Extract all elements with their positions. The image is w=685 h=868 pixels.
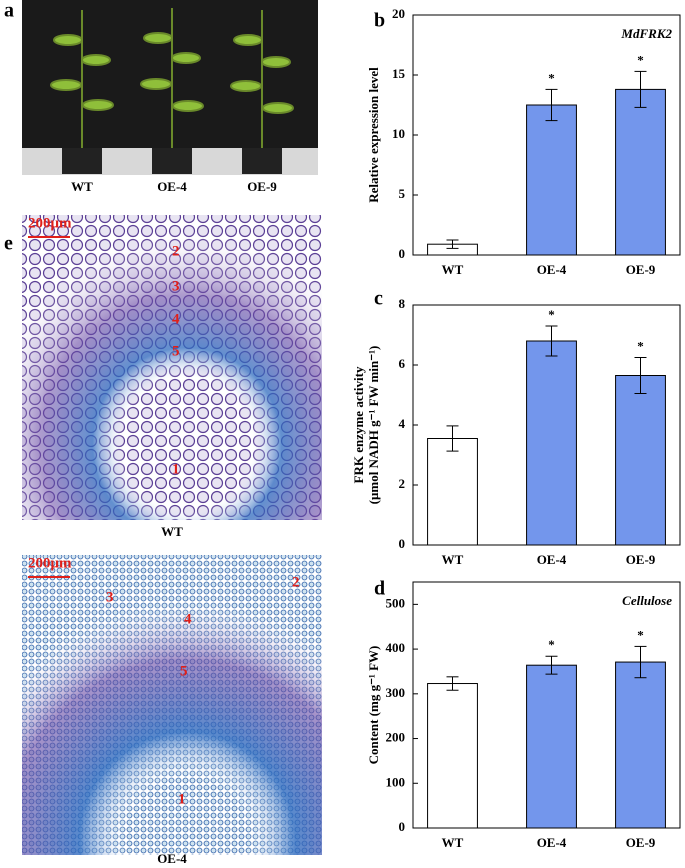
panel-label: e [4,233,13,255]
significance-mark: * [637,52,644,67]
y-axis-label: FRK enzyme activity [351,366,366,483]
tissue-label: 4 [172,311,180,327]
x-tick-label: OE-4 [537,835,567,850]
panel-label: b [374,10,385,32]
significance-mark: * [637,627,644,642]
tissue-label: 3 [106,589,114,605]
x-tick-label: OE-4 [537,262,567,277]
scale-label: 200μm [28,555,72,571]
x-tick-label: OE-9 [626,262,656,277]
y-tick-label: 15 [392,66,406,81]
x-tick-label: WT [442,835,464,850]
bar [615,88,666,256]
tissue-label: 5 [172,343,180,359]
photo-label: OE-9 [247,179,277,194]
significance-mark: * [548,637,555,652]
y-tick-label: 200 [386,730,406,745]
panel-label: d [374,578,385,600]
panel-label: c [374,288,383,310]
chart-title: MdFRK2 [620,26,672,41]
significance-mark: * [548,70,555,85]
bar [427,683,478,829]
micrograph-caption: OE-4 [157,851,187,866]
bar [526,104,577,256]
x-tick-label: OE-4 [537,552,567,567]
y-tick-label: 300 [386,685,406,700]
y-tick-label: 400 [386,640,406,655]
y-tick-label: 100 [386,774,406,789]
chart-title: Cellulose [622,593,672,608]
y-tick-label: 500 [386,595,406,610]
x-tick-label: OE-9 [626,835,656,850]
tissue-label: 4 [184,611,192,627]
micrograph-caption: WT [161,524,183,539]
x-tick-label: WT [442,552,464,567]
tissue-label: 5 [180,663,188,679]
y-tick-label: 5 [399,186,406,201]
y-tick-label: 2 [399,476,406,491]
x-tick-label: OE-9 [626,552,656,567]
tissue-label: 2 [292,574,300,590]
panel-label: a [4,0,14,22]
y-tick-label: 0 [399,246,406,261]
y-axis-label: Relative expression level [366,67,381,203]
bar [615,661,666,829]
tissue-label: 3 [172,278,180,294]
bar [427,438,478,546]
tissue-label: 1 [172,461,180,477]
y-tick-label: 20 [392,6,405,21]
bar [615,375,666,546]
x-tick-label: WT [442,262,464,277]
y-tick-label: 4 [399,416,406,431]
bar [526,664,577,829]
y-axis-label: (μmol NADH g⁻¹ FW min⁻¹) [366,346,381,505]
tissue-label: 2 [172,243,180,259]
tissue-label: 1 [178,791,186,807]
scale-label: 200μm [28,215,72,231]
y-axis-label: Content (mg g⁻¹ FW) [366,646,381,765]
significance-mark: * [637,338,644,353]
photo-label: WT [71,179,93,194]
significance-mark: * [548,307,555,322]
plant-photo [22,0,318,175]
photo-label: OE-4 [157,179,187,194]
y-tick-label: 0 [399,536,406,551]
y-tick-label: 10 [392,126,405,141]
y-tick-label: 8 [399,296,406,311]
y-tick-label: 6 [399,356,406,371]
micrograph [22,215,322,855]
bar [526,340,577,546]
y-tick-label: 0 [399,819,406,834]
